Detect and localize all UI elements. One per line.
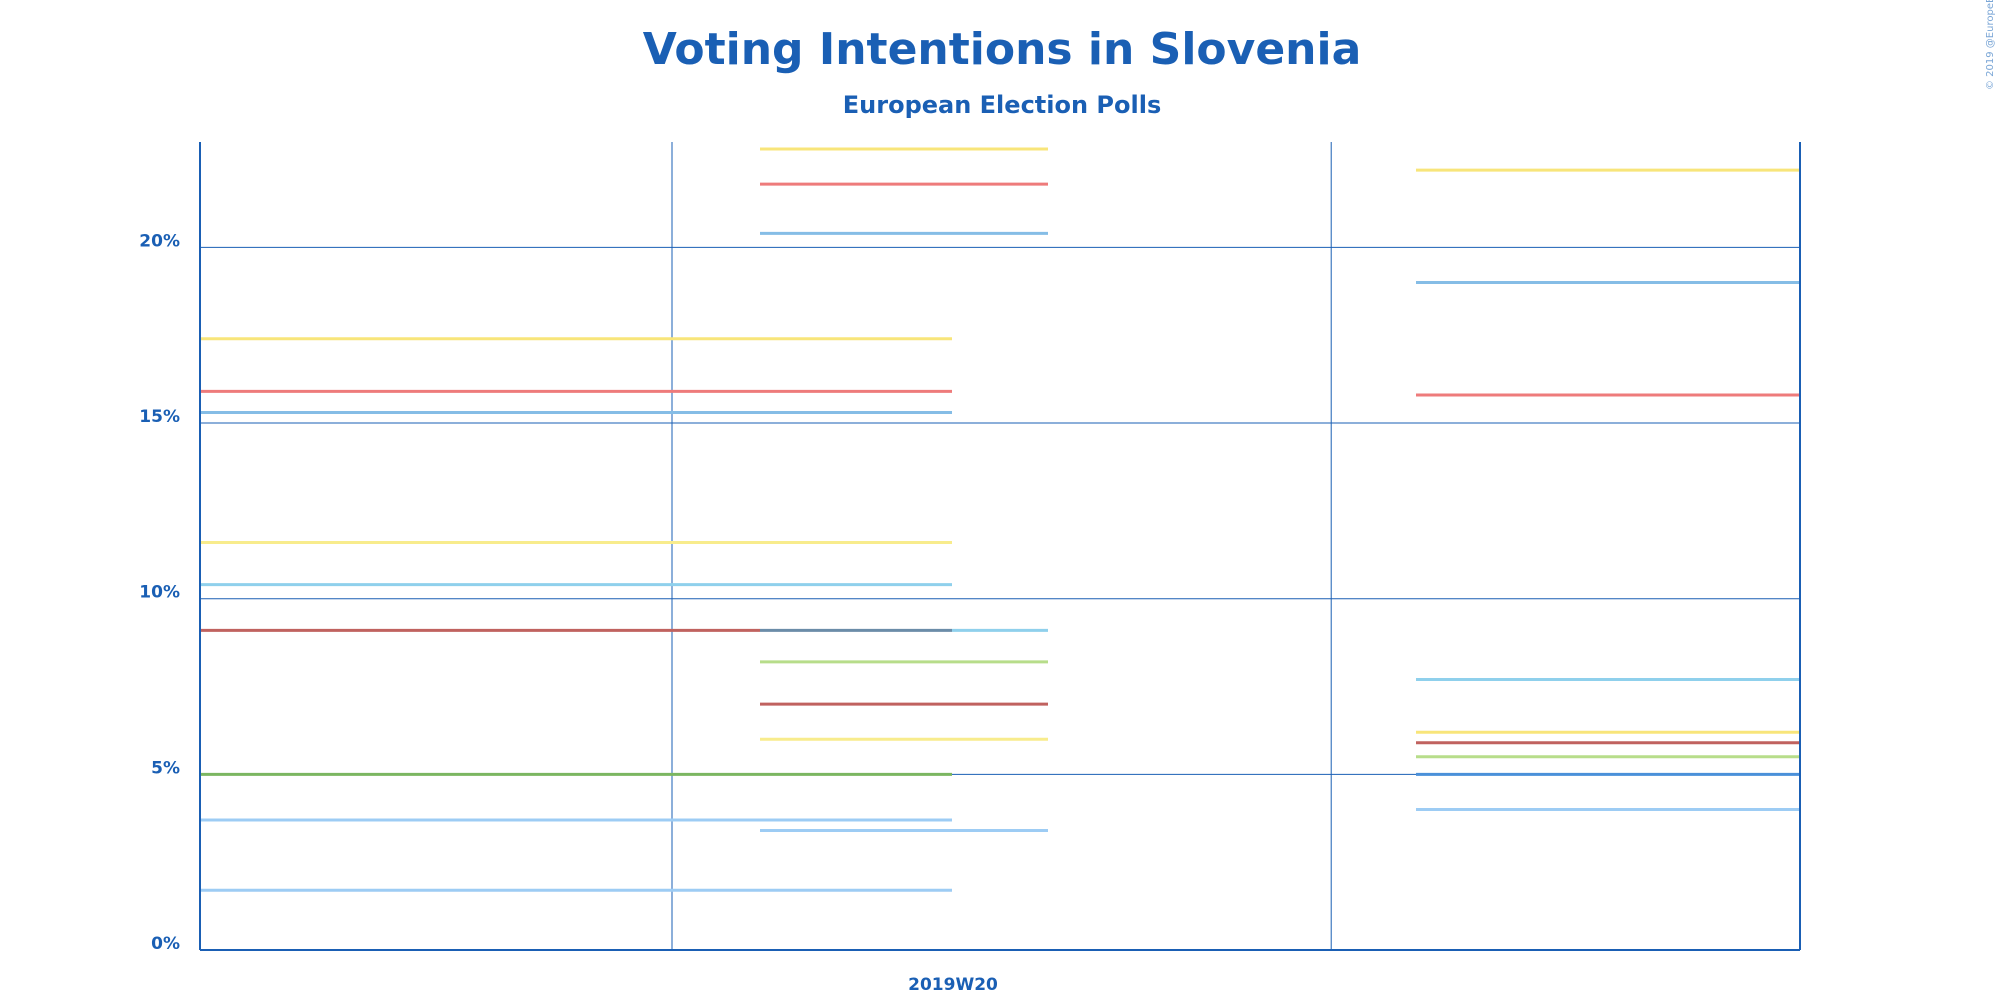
y-axis-tick-labels: 0% 5% 10% 15% 20% (139, 231, 180, 954)
y-tick-label-2: 10% (139, 583, 180, 603)
y-tick-label-4: 20% (139, 231, 180, 251)
data-series (200, 147, 1800, 892)
y-tick-label-3: 15% (139, 407, 180, 427)
x-tick-label-0: 2019W20 (908, 975, 998, 995)
gridlines (200, 142, 1800, 950)
y-tick-label-0: 0% (151, 934, 180, 954)
chart-title: Voting Intentions in Slovenia (643, 24, 1362, 75)
copyright-note: © 2019 @EuropeElects (1985, 0, 1996, 90)
axes (199, 142, 1801, 951)
x-axis-tick-labels: 2019W20 (908, 975, 998, 995)
chart-subtitle: European Election Polls (843, 91, 1161, 119)
y-tick-label-1: 5% (151, 758, 180, 778)
